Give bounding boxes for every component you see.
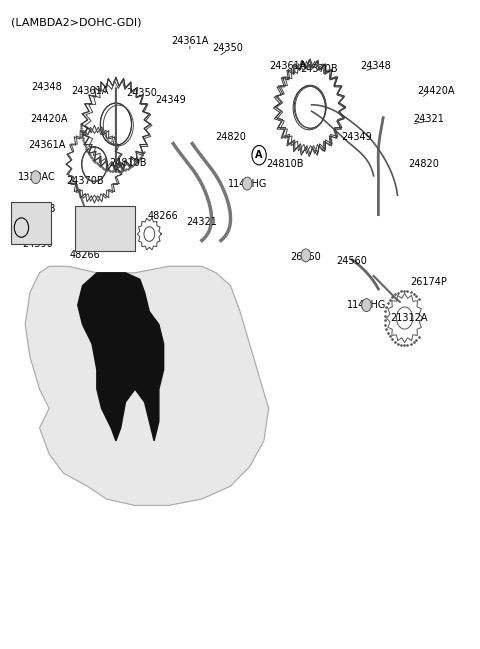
Text: 1338AC: 1338AC (18, 172, 56, 182)
Text: 24321: 24321 (186, 217, 217, 227)
Text: 24348: 24348 (31, 82, 62, 92)
Circle shape (242, 177, 252, 190)
Text: 24370B: 24370B (66, 176, 104, 186)
Text: 24361A: 24361A (269, 61, 306, 71)
Text: 48266: 48266 (147, 211, 178, 221)
Text: 26160: 26160 (290, 252, 321, 262)
Text: 24349: 24349 (342, 132, 372, 142)
Circle shape (362, 299, 371, 312)
Text: 26174P: 26174P (410, 278, 447, 288)
Polygon shape (78, 273, 164, 441)
Text: 24390: 24390 (22, 239, 52, 249)
Text: 24348: 24348 (360, 61, 391, 71)
Text: 24820: 24820 (408, 159, 439, 169)
Text: 24420A: 24420A (30, 114, 68, 124)
Text: 24410B: 24410B (85, 208, 123, 218)
Text: 24370B: 24370B (300, 64, 337, 74)
FancyBboxPatch shape (11, 202, 51, 244)
Circle shape (301, 249, 311, 262)
Text: 24361A: 24361A (28, 140, 65, 150)
Text: 24350: 24350 (213, 43, 243, 53)
Polygon shape (25, 266, 269, 506)
Text: A: A (18, 223, 25, 232)
Text: 24810B: 24810B (109, 158, 146, 168)
Text: A: A (255, 150, 263, 160)
Text: 24321: 24321 (413, 114, 444, 124)
Text: 24349: 24349 (156, 95, 186, 104)
Text: 24410B: 24410B (18, 204, 56, 214)
Circle shape (31, 171, 40, 184)
Text: 24820: 24820 (215, 132, 246, 142)
Text: 24350: 24350 (127, 88, 157, 98)
Text: 21312A: 21312A (391, 313, 428, 323)
Text: 24361A: 24361A (171, 36, 209, 47)
FancyBboxPatch shape (75, 206, 135, 251)
Text: 24560: 24560 (336, 256, 368, 266)
Text: 24420A: 24420A (417, 86, 455, 95)
Text: 24361A: 24361A (71, 86, 108, 95)
Text: 48266: 48266 (70, 250, 100, 260)
Text: 1140HG: 1140HG (347, 300, 386, 310)
Text: 24810B: 24810B (266, 159, 304, 169)
Text: (LAMBDA2>DOHC-GDI): (LAMBDA2>DOHC-GDI) (11, 18, 142, 27)
Text: 1140HG: 1140HG (228, 178, 267, 189)
